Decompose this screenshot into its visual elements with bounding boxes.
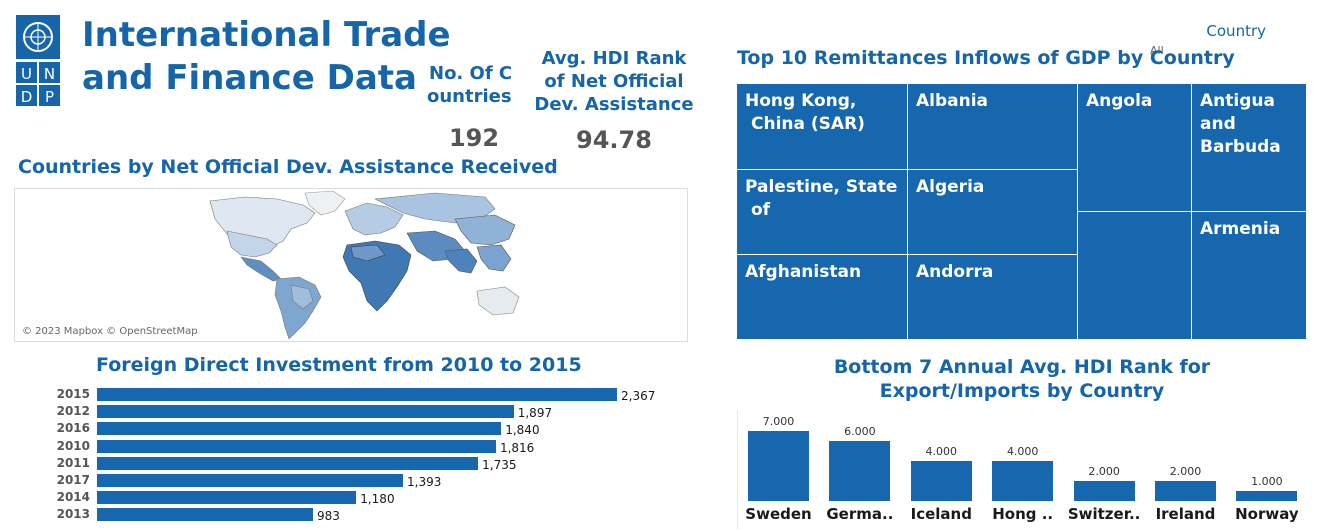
treemap-tile-algeria[interactable]: Algeria [908,170,1078,255]
logo-letter-d: D [21,88,33,106]
kpi-countries: No. Of C ountries [424,62,524,108]
country-filter-label: Country [1206,22,1266,40]
hdi-value-label: 6.000 [844,425,876,438]
fdi-bar[interactable] [97,388,617,401]
hdi-bar[interactable] [1073,481,1135,501]
fdi-bar-row[interactable]: 2010 1,816 [0,438,690,455]
hdi-value-label: 7.000 [762,415,795,428]
undp-logo: U N D P [16,15,60,106]
hdi-category-label: Norway [1235,505,1299,523]
fdi-value-label: 1,180 [360,492,395,507]
fdi-year-label: 2014 [56,490,90,505]
fdi-bar-row[interactable]: 2017 1,393 [0,472,690,489]
fdi-bar-row[interactable]: 2015 2,367 [0,386,690,403]
world-map [209,190,520,340]
logo-letter-u: U [21,65,32,83]
fdi-value-label: 2,367 [621,389,656,403]
hdi-value-label: 2.000 [1088,465,1120,478]
page-title-line1: International Trade [82,15,451,55]
fdi-value-label: 1,897 [517,406,553,421]
fdi-value-label: 983 [316,509,340,524]
kpi-hdi-label-line2: of Net Official [544,71,684,92]
hdi-value-label: 4.000 [1006,445,1039,458]
kpi-countries-label-line1: No. Of C [429,63,513,84]
kpi-hdi-rank-value: 94.78 [576,126,652,154]
fdi-bar-row[interactable]: 2012 1,897 [0,403,690,420]
odA-choropleth-map[interactable]: © 2023 Mapbox © OpenStreetMap [14,188,688,342]
page-title-line2: and Finance Data [82,58,417,98]
fdi-bar[interactable] [97,422,502,436]
hdi-column-chart: 7.000 Sweden 6.000 Germa.. 4.000 Iceland 4.000… [737,410,1308,529]
treemap-tile-afghanistan[interactable]: Afghanistan [737,255,908,340]
fdi-bar[interactable] [97,456,479,470]
hdi-value-label: 4.000 [925,445,958,458]
hdi-bar[interactable] [1155,481,1216,501]
hdi-bar[interactable] [748,431,809,501]
hdi-bar[interactable] [992,461,1054,501]
treemap-tile-angola[interactable]: Angola [1078,84,1192,212]
country-filter-value[interactable]: All [1150,44,1164,57]
fdi-year-label: 2017 [56,473,90,487]
hdi-chart-title: Bottom 7 Annual Avg. HDI Rank for Export… [737,355,1307,403]
kpi-hdi-rank: Avg. HDI Rank of Net Official Dev. Assis… [522,47,706,116]
fdi-chart-title: Foreign Direct Investment from 2010 to 2… [96,354,582,376]
hdi-bar[interactable] [1236,491,1298,501]
fdi-bar[interactable] [97,405,514,419]
hdi-value-label: 1.000 [1251,475,1283,488]
treemap-tile-antigua-barbuda[interactable]: Antigua and Barbuda [1192,84,1307,212]
treemap-tile-hong-kong[interactable]: Hong Kong, China (SAR) [737,84,908,170]
treemap-tile-albania[interactable]: Albania [908,84,1078,170]
treemap-tile-andorra[interactable]: Andorra [908,255,1078,340]
treemap-tile-armenia[interactable]: Armenia [1192,212,1307,340]
kpi-countries-value: 192 [448,124,500,152]
fdi-year-label: 2012 [56,404,90,419]
hdi-category-label: Sweden [745,505,812,523]
kpi-hdi-label-line3: Dev. Assistance [534,94,694,115]
fdi-bar-row[interactable]: 2013 983 [0,506,690,523]
fdi-year-label: 2016 [56,421,90,436]
hdi-chart-title-line1: Bottom 7 Annual Avg. HDI Rank for [833,356,1211,378]
hdi-category-label: Switzer.. [1067,505,1141,523]
map-title: Countries by Net Official Dev. Assistanc… [18,156,558,178]
page-title: International Trade and Finance Data [82,14,451,100]
hdi-value-label: 2.000 [1169,465,1202,478]
hdi-category-label: Hong .. [992,505,1054,523]
hdi-category-label: Ireland [1155,505,1216,523]
hdi-chart-title-line2: Export/Imports by Country [879,380,1165,402]
fdi-bar-row[interactable]: 2016 1,840 [0,420,690,437]
fdi-bar[interactable] [97,474,404,487]
treemap-tile-unlabeled[interactable] [1078,212,1192,340]
fdi-bar-row[interactable]: 2011 1,735 [0,455,690,472]
fdi-bar[interactable] [97,439,496,453]
fdi-bar-row[interactable]: 2014 1,180 [0,489,690,506]
fdi-year-label: 2011 [56,455,90,470]
fdi-value-label: 1,840 [505,423,540,438]
hdi-bar[interactable] [910,461,972,501]
hdi-category-label: Iceland [910,505,972,523]
fdi-year-label: 2013 [56,507,90,522]
hdi-bar[interactable] [829,441,891,501]
logo-letter-p: P [45,88,54,106]
logo-letter-n: N [44,65,55,83]
kpi-countries-label-line2: ountries [427,86,512,107]
fdi-year-label: 2015 [56,387,90,401]
remittances-treemap[interactable]: Hong Kong, China (SAR) Albania Angola An… [737,84,1307,340]
country-filter[interactable]: Country All [1140,22,1270,62]
fdi-value-label: 1,735 [482,457,517,472]
fdi-value-label: 1,393 [407,475,442,489]
fdi-bar[interactable] [97,491,357,505]
treemap-title: Top 10 Remittances Inflows of GDP by Cou… [737,47,1235,69]
fdi-value-label: 1,816 [499,440,535,455]
fdi-bar[interactable] [97,508,313,522]
kpi-hdi-label-line1: Avg. HDI Rank [541,48,687,69]
fdi-bar-chart: 2015 2,367 2012 1,897 2016 1,840 2010 1,816 2011… [0,386,690,526]
map-attribution: © 2023 Mapbox © OpenStreetMap [22,326,198,337]
treemap-tile-palestine[interactable]: Palestine, State of [737,170,908,255]
hdi-category-label: Germa.. [826,505,894,523]
fdi-year-label: 2010 [56,438,90,453]
